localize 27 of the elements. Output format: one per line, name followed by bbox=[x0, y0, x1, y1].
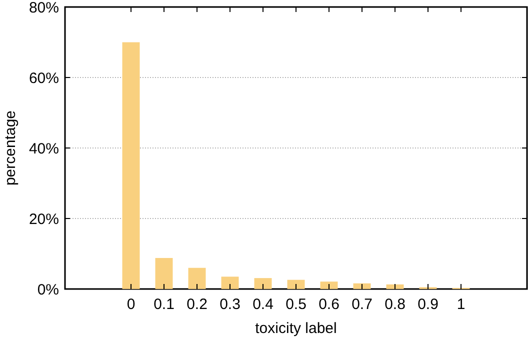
bar bbox=[320, 282, 338, 289]
bar bbox=[386, 284, 404, 289]
bar bbox=[353, 283, 371, 289]
y-tick-label: 0% bbox=[37, 281, 59, 298]
y-tick-label: 80% bbox=[28, 0, 59, 16]
x-tick-label: 0.3 bbox=[220, 296, 240, 313]
y-axis-title: percentage bbox=[2, 110, 19, 186]
x-tick-label: 0.4 bbox=[252, 296, 274, 313]
bar bbox=[188, 268, 206, 289]
x-tick-label: 0.6 bbox=[318, 296, 340, 313]
x-tick-label: 0 bbox=[126, 296, 136, 313]
bar bbox=[254, 278, 272, 289]
x-tick-label: 0.2 bbox=[186, 296, 208, 313]
x-tick-label: 1 bbox=[456, 296, 466, 313]
y-tick-label: 60% bbox=[28, 70, 59, 87]
x-tick-label: 0.8 bbox=[384, 296, 406, 313]
bar bbox=[122, 42, 140, 289]
bar bbox=[221, 276, 239, 289]
y-tick-label: 20% bbox=[28, 210, 59, 228]
bar bbox=[155, 258, 173, 289]
x-axis-title: toxicity label bbox=[255, 320, 337, 337]
x-tick-label: 0.7 bbox=[352, 296, 372, 313]
x-tick-label: 0.5 bbox=[286, 296, 306, 313]
bar bbox=[287, 280, 305, 289]
x-tick-label: 0.1 bbox=[154, 296, 174, 313]
x-tick-label: 0.9 bbox=[418, 296, 438, 313]
y-tick-label: 40% bbox=[28, 140, 59, 158]
